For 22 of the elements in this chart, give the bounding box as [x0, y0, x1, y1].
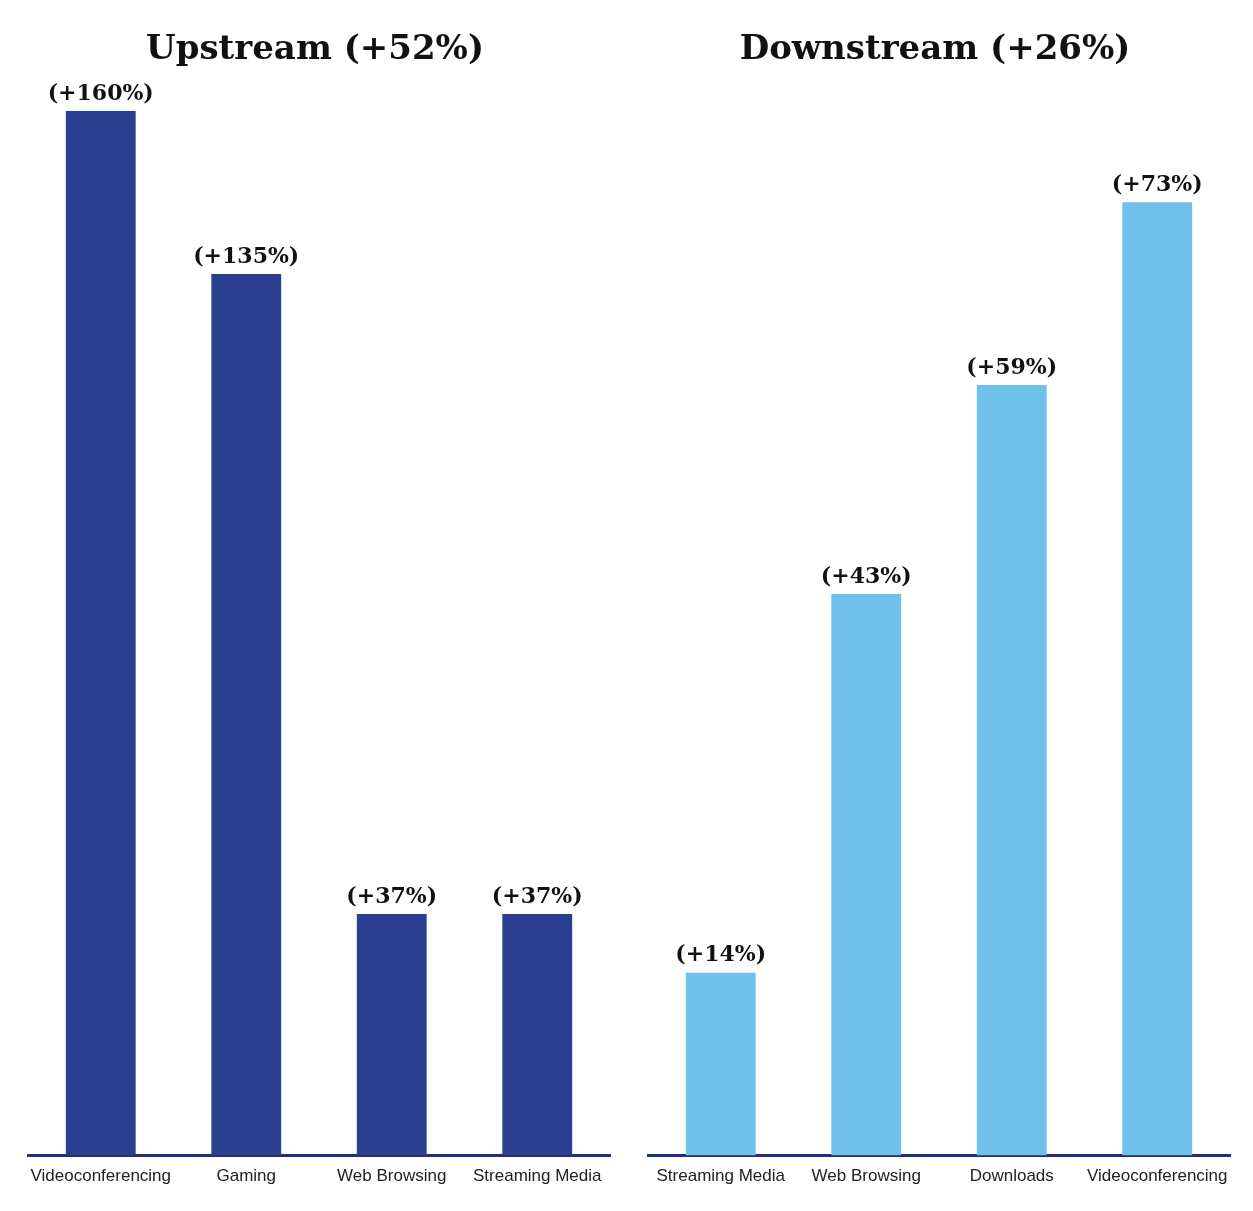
- data-label: (+59%): [966, 352, 1058, 379]
- x-tick-label: Videoconferencing: [1086, 1166, 1228, 1186]
- bar: [976, 385, 1047, 1156]
- x-tick-label: Streaming Media: [472, 1166, 603, 1186]
- data-label: (+73%): [1111, 169, 1203, 196]
- data-label: (+14%): [675, 940, 767, 967]
- bar: [831, 594, 902, 1156]
- data-label: (+43%): [820, 561, 912, 588]
- x-tick-label: Videoconferencing: [30, 1166, 172, 1186]
- data-label: (+37%): [346, 881, 438, 908]
- x-tick-label: Web Browsing: [811, 1166, 921, 1186]
- data-label: (+135%): [193, 241, 300, 268]
- bar: [1122, 202, 1193, 1156]
- x-tick-label: Streaming Media: [656, 1166, 786, 1186]
- bar: [685, 972, 756, 1156]
- data-label: (+37%): [491, 881, 583, 908]
- chart-title: Downstream (+26%): [739, 27, 1131, 68]
- x-tick-label: Gaming: [216, 1166, 277, 1186]
- x-tick-label: Downloads: [969, 1166, 1054, 1186]
- chart-title: Upstream (+52%): [146, 27, 484, 68]
- x-tick-label: Web Browsing: [337, 1166, 447, 1186]
- data-label: (+160%): [47, 78, 154, 105]
